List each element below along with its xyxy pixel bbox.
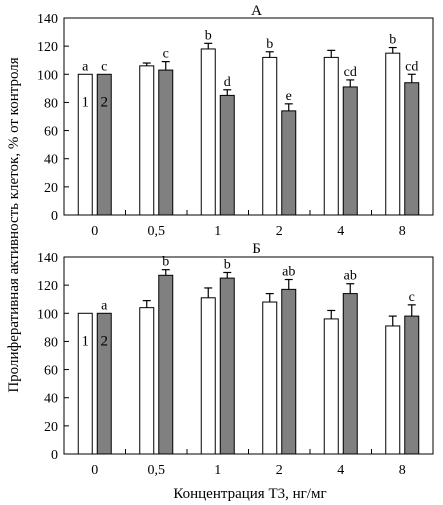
significance-letter: b bbox=[205, 28, 212, 43]
y-tick-label: 140 bbox=[37, 251, 58, 266]
y-tick-label: 0 bbox=[51, 448, 58, 463]
x-tick-label: 0 bbox=[91, 224, 98, 239]
significance-letter: b bbox=[389, 33, 396, 48]
y-tick-label: 80 bbox=[44, 335, 58, 350]
bar-series-1 bbox=[385, 52, 401, 216]
y-axis-label: Пролиферативная активность клеток, % от … bbox=[6, 57, 22, 392]
x-tick-label: 2 bbox=[276, 224, 283, 239]
plot-frame-b bbox=[63, 256, 434, 455]
bar-series-2 bbox=[96, 73, 112, 216]
plot-frame-a bbox=[63, 17, 434, 216]
x-tick-label: 8 bbox=[399, 463, 406, 478]
bar-series-2 bbox=[281, 110, 297, 216]
x-tick-label: 4 bbox=[337, 463, 344, 478]
bar-series-1 bbox=[323, 318, 339, 455]
significance-letter: ab bbox=[344, 269, 357, 284]
bar-series-1 bbox=[77, 73, 93, 216]
y-tick-label: 0 bbox=[51, 209, 58, 224]
bar-series-2 bbox=[158, 69, 174, 216]
significance-letter: a bbox=[82, 59, 89, 74]
bar-series-1 bbox=[139, 65, 155, 216]
y-tick-label: 40 bbox=[44, 153, 58, 168]
bar-series-2 bbox=[342, 86, 358, 216]
y-tick-label: 60 bbox=[44, 364, 58, 379]
bar-series-1 bbox=[385, 325, 401, 455]
y-tick-label: 20 bbox=[44, 420, 58, 435]
bar-series-1 bbox=[323, 56, 339, 216]
y-tick-label: 120 bbox=[37, 40, 58, 55]
bar-series-1 bbox=[262, 56, 278, 216]
significance-letter: d bbox=[224, 75, 231, 90]
y-tick-label: 100 bbox=[37, 307, 58, 322]
significance-letter: cd bbox=[344, 65, 357, 80]
series-label-2: 2 bbox=[101, 333, 109, 349]
bar-series-2 bbox=[219, 277, 235, 455]
y-tick-label: 140 bbox=[37, 12, 58, 27]
bar-series-2 bbox=[404, 315, 420, 455]
series-label-2: 2 bbox=[101, 94, 109, 110]
bar-series-1 bbox=[200, 297, 216, 455]
significance-letter: e bbox=[286, 89, 292, 104]
panel-title-a: А bbox=[251, 3, 262, 19]
significance-letter: b bbox=[162, 255, 169, 270]
x-tick-label: 1 bbox=[214, 224, 221, 239]
x-tick-label: 0,5 bbox=[148, 463, 166, 478]
panel-title-b: Б bbox=[252, 241, 261, 257]
bar-series-2 bbox=[342, 293, 358, 455]
y-tick-label: 40 bbox=[44, 392, 58, 407]
x-axis-label: Концентрация Т3, нг/мг bbox=[173, 486, 326, 502]
y-tick-label: 60 bbox=[44, 125, 58, 140]
x-tick-label: 0,5 bbox=[148, 224, 166, 239]
significance-letter: c bbox=[101, 59, 107, 74]
x-tick-label: 8 bbox=[399, 224, 406, 239]
bar-series-2 bbox=[281, 288, 297, 455]
bar-series-1 bbox=[77, 312, 93, 455]
series-label-1: 1 bbox=[82, 333, 90, 349]
x-tick-label: 0 bbox=[91, 463, 98, 478]
significance-letter: a bbox=[101, 298, 108, 313]
y-tick-label: 80 bbox=[44, 96, 58, 111]
bar-series-1 bbox=[139, 307, 155, 455]
significance-letter: b bbox=[224, 257, 231, 272]
significance-letter: c bbox=[163, 47, 169, 62]
y-tick-label: 120 bbox=[37, 279, 58, 294]
bar-series-1 bbox=[262, 301, 278, 455]
significance-letter: ab bbox=[282, 265, 295, 280]
bar-series-2 bbox=[158, 274, 174, 455]
bar-series-2 bbox=[219, 94, 235, 216]
y-tick-label: 100 bbox=[37, 68, 58, 83]
significance-letter: c bbox=[409, 290, 415, 305]
bar-series-1 bbox=[200, 48, 216, 216]
significance-letter: b bbox=[266, 37, 273, 52]
significance-letter: cd bbox=[405, 59, 418, 74]
x-tick-label: 2 bbox=[276, 463, 283, 478]
bar-series-2 bbox=[404, 82, 420, 216]
series-label-1: 1 bbox=[82, 94, 90, 110]
y-tick-label: 20 bbox=[44, 181, 58, 196]
bar-series-2 bbox=[96, 312, 112, 455]
x-tick-label: 1 bbox=[214, 463, 221, 478]
x-tick-label: 4 bbox=[337, 224, 344, 239]
